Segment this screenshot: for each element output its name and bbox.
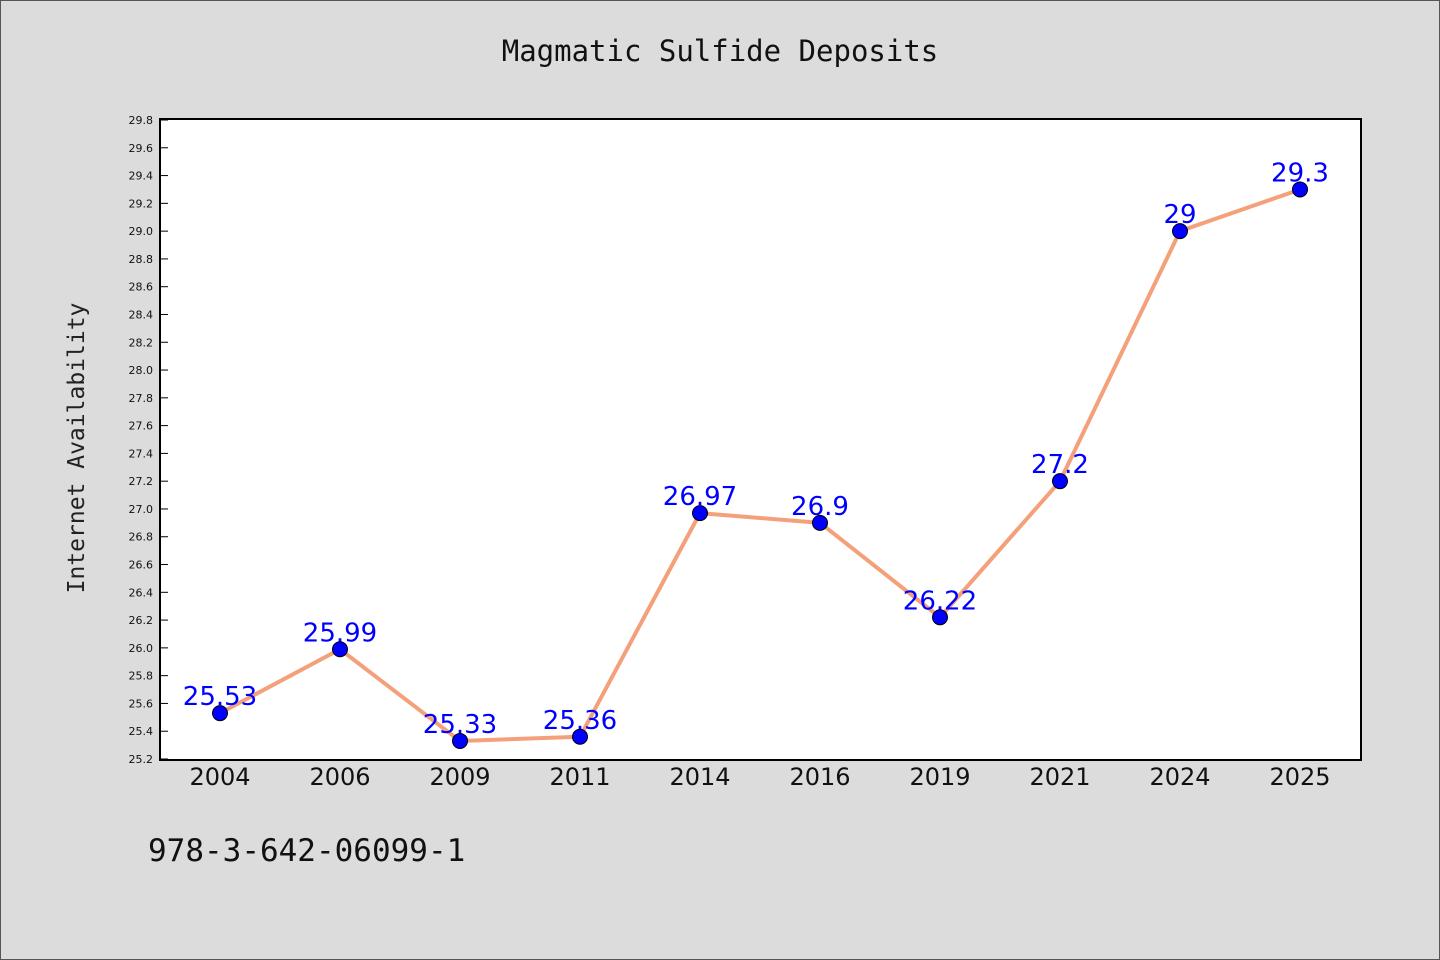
series-group bbox=[212, 181, 1308, 749]
x-tick-label: 2006 bbox=[309, 763, 370, 791]
y-tick-label: 29.8 bbox=[129, 114, 154, 127]
y-tick-label: 25.2 bbox=[129, 753, 154, 766]
plot-area bbox=[159, 118, 1362, 761]
y-tick-label: 28.2 bbox=[129, 336, 154, 349]
x-tick-label: 2021 bbox=[1029, 763, 1090, 791]
data-point bbox=[212, 705, 228, 722]
x-tick-label: 2025 bbox=[1269, 763, 1330, 791]
series-line bbox=[219, 187, 1301, 743]
data-point bbox=[332, 641, 348, 658]
x-tick-label: 2014 bbox=[669, 763, 730, 791]
y-tick-label: 25.8 bbox=[129, 670, 154, 683]
y-tick-label: 29.4 bbox=[129, 170, 154, 183]
y-tick-label: 29.6 bbox=[129, 142, 154, 155]
data-labels: 25.53 25.99 25.33 25.36 26.97 26.9 26.22 27.2 29… bbox=[183, 158, 1329, 739]
data-label: 29 bbox=[1163, 200, 1196, 230]
data-label: 26.97 bbox=[663, 482, 737, 512]
y-tick-label: 27.8 bbox=[129, 392, 154, 405]
y-tick-label: 29.0 bbox=[129, 225, 154, 238]
x-tick-label: 2004 bbox=[189, 763, 250, 791]
data-point bbox=[452, 732, 468, 749]
data-point bbox=[1172, 223, 1188, 240]
y-tick-label: 26.8 bbox=[129, 531, 154, 544]
x-tick-label: 2016 bbox=[789, 763, 850, 791]
data-point bbox=[1292, 181, 1308, 198]
y-tick-label: 26.6 bbox=[129, 559, 154, 572]
y-tick-label: 28.4 bbox=[129, 308, 154, 321]
y-tick-label: 27.2 bbox=[129, 475, 154, 488]
data-label: 25.36 bbox=[543, 706, 617, 736]
y-tick-label: 26.4 bbox=[129, 586, 154, 599]
data-point bbox=[812, 514, 828, 531]
x-axis: 2004 2006 2009 2011 2014 2016 2019 2021 2024 2025 bbox=[189, 763, 1330, 791]
y-tick-label: 28.6 bbox=[129, 281, 154, 294]
data-point bbox=[1052, 473, 1068, 490]
y-tick-label: 27.6 bbox=[129, 420, 154, 433]
data-label: 27.2 bbox=[1031, 450, 1089, 480]
data-label: 29.3 bbox=[1271, 158, 1329, 188]
y-tick-label: 26.0 bbox=[129, 642, 154, 655]
y-tick-label: 27.4 bbox=[129, 447, 154, 460]
y-tick-label: 28.8 bbox=[129, 253, 154, 266]
data-label: 25.53 bbox=[183, 682, 257, 712]
data-label: 25.99 bbox=[303, 618, 377, 648]
data-point bbox=[692, 505, 708, 522]
data-point bbox=[932, 609, 948, 626]
y-tick-label: 29.2 bbox=[129, 197, 154, 210]
data-point bbox=[572, 728, 588, 745]
x-tick-label: 2011 bbox=[549, 763, 610, 791]
x-tick-label: 2019 bbox=[909, 763, 970, 791]
y-tick-label: 27.0 bbox=[129, 503, 154, 516]
x-tick-label: 2024 bbox=[1149, 763, 1210, 791]
chart-title: Magmatic Sulfide Deposits bbox=[501, 34, 939, 68]
y-axis: 25.2 25.4 25.6 25.8 26.0 26.2 26.4 26.6 26.8 27.0… bbox=[129, 114, 168, 766]
y-tick-label: 25.6 bbox=[129, 697, 154, 710]
footer-code: 978-3-642-06099-1 bbox=[148, 833, 466, 869]
data-label: 26.22 bbox=[903, 586, 977, 616]
data-label: 25.33 bbox=[423, 710, 497, 740]
y-tick-label: 28.0 bbox=[129, 364, 154, 377]
y-tick-label: 25.4 bbox=[129, 725, 154, 738]
data-label: 26.9 bbox=[791, 492, 849, 522]
x-tick-label: 2009 bbox=[429, 763, 490, 791]
y-tick-label: 26.2 bbox=[129, 614, 154, 627]
y-axis-label: Internet Availability bbox=[64, 303, 90, 594]
